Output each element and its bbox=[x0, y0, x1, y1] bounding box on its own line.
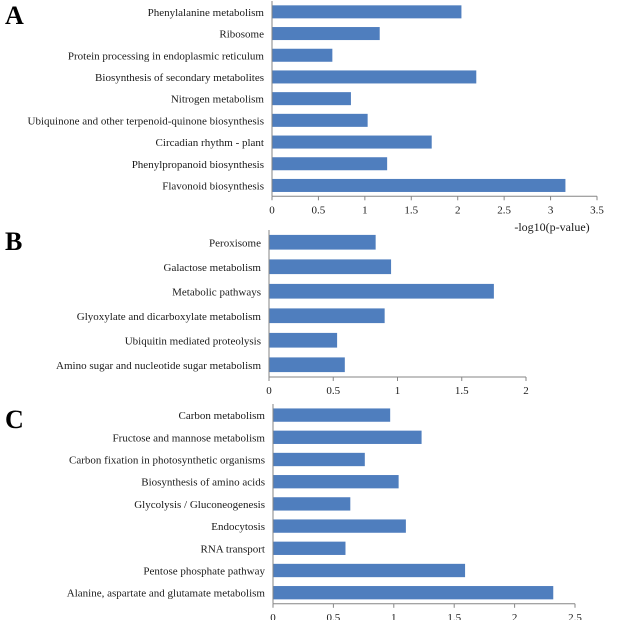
chart-a-x-tick-label: 0 bbox=[269, 204, 275, 216]
chart-a-x-tick-label: 2 bbox=[455, 204, 461, 216]
chart-c-category-label: Biosynthesis of amino acids bbox=[141, 477, 265, 489]
chart-a-category-label: Phenylalanine metabolism bbox=[148, 7, 265, 19]
chart-a-x-tick-label: 3 bbox=[548, 204, 554, 216]
chart-c-category-label: Fructose and mannose metabolism bbox=[113, 432, 266, 444]
chart-a-bar-9 bbox=[272, 178, 566, 192]
chart-c-x-tick-label: 1 bbox=[391, 612, 397, 620]
chart-b-category-label: Amino sugar and nucleotide sugar metabol… bbox=[56, 360, 261, 372]
chart-a-category-label: Biosynthesis of secondary metabolites bbox=[95, 72, 264, 84]
chart-b-bar-3 bbox=[269, 283, 494, 299]
chart-a-category-label: Protein processing in endoplasmic reticu… bbox=[68, 50, 265, 62]
chart-a-x-tick-label: 3.5 bbox=[590, 204, 604, 216]
chart-c-category-label: Carbon metabolism bbox=[179, 410, 266, 422]
chart-c-bar-7 bbox=[273, 541, 346, 555]
chart-a-x-tick-label: 1.5 bbox=[404, 204, 418, 216]
chart-a-category-label: Nitrogen metabolism bbox=[171, 94, 265, 106]
chart-a-category-label: Ubiquinone and other terpenoid-quinone b… bbox=[28, 115, 264, 127]
chart-a-category-label: Flavonoid biosynthesis bbox=[162, 180, 264, 192]
chart-b-category-label: Ubiquitin mediated proteolysis bbox=[125, 335, 261, 347]
chart-c-bar-5 bbox=[273, 497, 351, 511]
chart-c-bar-4 bbox=[273, 475, 399, 489]
chart-c-x-tick-label: 0 bbox=[270, 612, 276, 620]
chart-c-bar-6 bbox=[273, 519, 406, 533]
chart-c-category-label: RNA transport bbox=[201, 543, 265, 555]
chart-c-x-tick-label: 0.5 bbox=[327, 612, 341, 620]
chart-b-category-label: Metabolic pathways bbox=[172, 286, 261, 298]
chart-a-category-label: Phenylpropanoid biosynthesis bbox=[132, 159, 264, 171]
chart-c-bar-8 bbox=[273, 563, 466, 578]
chart-b-bar-6 bbox=[269, 357, 345, 373]
chart-a-bar-3 bbox=[272, 48, 333, 62]
chart-b-category-label: Peroxisome bbox=[209, 237, 261, 249]
chart-b-category-label: Glyoxylate and dicarboxylate metabolism bbox=[77, 311, 262, 323]
chart-b-bar-5 bbox=[269, 332, 338, 348]
chart-a-bar-8 bbox=[272, 157, 388, 171]
chart-a-category-label: Circadian rhythm - plant bbox=[156, 137, 264, 149]
chart-c-category-label: Carbon fixation in photosynthetic organi… bbox=[69, 455, 265, 467]
chart-c-category-label: Alanine, aspartate and glutamate metabol… bbox=[67, 588, 266, 600]
chart-b-x-tick-label: 1.5 bbox=[455, 385, 469, 397]
chart-b-x-tick-label: 2 bbox=[523, 385, 529, 397]
chart-c-bar-1 bbox=[273, 408, 391, 422]
chart-a-x-tick-label: 2.5 bbox=[497, 204, 511, 216]
chart-b-x-tick-label: 0.5 bbox=[326, 385, 340, 397]
chart-c-x-tick-label: 1.5 bbox=[447, 612, 461, 620]
chart-a-bar-7 bbox=[272, 135, 432, 149]
chart-c-category-label: Pentose phosphate pathway bbox=[143, 566, 265, 578]
chart-c-bar-9 bbox=[273, 586, 554, 600]
chart-a-panel-label: A bbox=[5, 1, 24, 30]
chart-b-panel-label: B bbox=[5, 227, 22, 256]
chart-a-x-axis-title: -log10(p-value) bbox=[514, 220, 589, 234]
chart-c-panel-label: C bbox=[5, 405, 24, 434]
chart-c-category-label: Endocytosis bbox=[211, 521, 265, 533]
chart-a-bar-6 bbox=[272, 113, 368, 127]
chart-b-bar-2 bbox=[269, 259, 392, 275]
chart-c-x-tick-label: 2 bbox=[512, 612, 518, 620]
chart-b-x-tick-label: 1 bbox=[395, 385, 401, 397]
chart-a-bar-2 bbox=[272, 27, 380, 41]
chart-c-bar-3 bbox=[273, 452, 365, 467]
chart-a-category-label: Ribosome bbox=[219, 29, 264, 41]
chart-c-x-tick-label: 2.5 bbox=[568, 612, 582, 620]
chart-c-bar-2 bbox=[273, 430, 422, 444]
chart-a-bar-4 bbox=[272, 70, 477, 84]
chart-b-bar-4 bbox=[269, 308, 385, 324]
chart-a-bar-5 bbox=[272, 92, 351, 106]
chart-a-x-tick-label: 0.5 bbox=[312, 204, 326, 216]
chart-b-bar-1 bbox=[269, 234, 376, 250]
chart-c-category-label: Glycolysis / Gluconeogenesis bbox=[134, 499, 265, 511]
chart-b-x-tick-label: 0 bbox=[266, 385, 272, 397]
chart-a-bar-1 bbox=[272, 5, 462, 19]
chart-a-x-tick-label: 1 bbox=[362, 204, 368, 216]
chart-b-category-label: Galactose metabolism bbox=[164, 262, 262, 274]
